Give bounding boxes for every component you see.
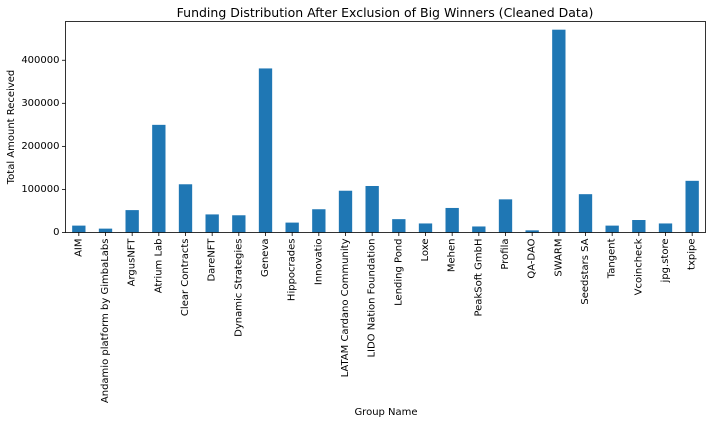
bar-0 <box>72 225 86 233</box>
bar-12 <box>392 219 406 233</box>
bar-17 <box>525 230 539 233</box>
bars-group <box>72 29 699 233</box>
y-tick-label-2: 200000 <box>21 141 59 152</box>
y-tick-label-1: 100000 <box>21 184 59 195</box>
y-tick-label-0: 0 <box>53 227 59 238</box>
bar-6 <box>232 215 246 233</box>
bar-20 <box>605 225 619 233</box>
bar-7 <box>258 68 273 233</box>
x-tick-label-13: Loxe <box>420 239 431 262</box>
y-tick-label-3: 300000 <box>21 98 59 109</box>
chart-title: Funding Distribution After Exclusion of … <box>177 5 594 20</box>
x-tick-label-14: Mehen <box>447 239 458 273</box>
x-tick-label-10: LATAM Cardano Community <box>340 238 351 377</box>
bar-1 <box>98 228 113 233</box>
x-tick-label-1: Andamio platform by GimbaLabs <box>100 239 111 404</box>
bar-22 <box>658 223 673 233</box>
y-tick-label-4: 400000 <box>21 55 59 66</box>
y-axis-label: Total Amount Received <box>6 70 17 186</box>
x-tick-label-18: SWARM <box>553 239 564 277</box>
bar-5 <box>205 214 219 233</box>
bar-8 <box>285 222 299 233</box>
bar-23 <box>685 180 699 233</box>
bar-9 <box>312 209 326 233</box>
bar-4 <box>178 184 193 233</box>
x-tick-label-9: Innovatio <box>313 239 324 286</box>
x-tick-label-16: Profila <box>500 239 511 270</box>
bar-16 <box>498 199 513 233</box>
bar-11 <box>365 185 379 233</box>
x-tick-label-21: Vcoincheck <box>633 238 644 295</box>
bar-14 <box>445 207 459 233</box>
bar-15 <box>472 226 486 233</box>
x-axis-label: Group Name <box>354 407 417 418</box>
x-tick-label-11: LIDO Nation Foundation <box>367 239 378 358</box>
x-tick-label-23: txpipe <box>687 239 698 270</box>
x-tick-label-8: Hippocrades <box>287 239 298 302</box>
x-tick-label-0: AIM <box>73 239 84 257</box>
x-tick-label-17: QA-DAO <box>527 238 538 278</box>
bar-19 <box>578 194 593 233</box>
x-tick-label-22: jpg.store <box>660 239 671 284</box>
x-tick-label-3: Atrium Lab <box>153 239 164 294</box>
bar-18 <box>552 29 566 233</box>
x-axis: AIM Andamio platform by GimbaLabs ArgusNFT… <box>73 232 698 404</box>
x-tick-label-20: Tangent <box>607 238 618 279</box>
x-tick-label-7: Geneva <box>260 239 271 277</box>
x-tick-label-4: Clear Contracts <box>180 239 191 317</box>
bar-3 <box>152 124 166 233</box>
x-tick-label-12: Lending Pond <box>393 239 404 306</box>
bar-21 <box>632 220 646 233</box>
x-tick-label-6: Dynamic Strategies <box>233 239 244 337</box>
bar-13 <box>418 223 433 233</box>
y-axis: 0 100000 200000 300000 400000 <box>21 55 66 238</box>
bar-10 <box>338 190 353 233</box>
x-tick-label-5: DareNFT <box>207 238 218 282</box>
x-tick-label-15: PeakSoft GmbH <box>473 239 484 317</box>
x-tick-label-2: ArgusNFT <box>127 238 138 287</box>
x-tick-label-19: Seedstars SA <box>580 238 591 304</box>
bar-2 <box>125 210 139 233</box>
plot-frame <box>65 21 706 233</box>
